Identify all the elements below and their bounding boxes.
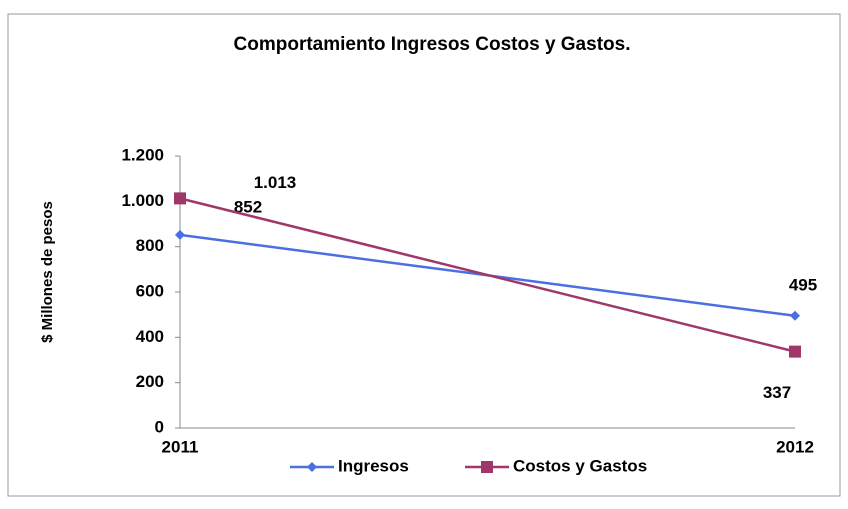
y-tick-label: 1.000	[121, 191, 164, 210]
data-label: 852	[234, 197, 262, 216]
x-tick-label: 2011	[162, 437, 199, 456]
legend-label: Costos y Gastos	[513, 456, 647, 475]
y-tick-label: 800	[136, 236, 164, 255]
data-label: 1.013	[254, 173, 297, 192]
y-axis-label: $ Millones de pesos	[39, 201, 56, 343]
marker	[790, 310, 800, 321]
y-tick-label: 0	[155, 417, 164, 436]
marker	[481, 461, 493, 473]
legend-label: Ingresos	[338, 456, 409, 475]
y-tick-label: 200	[136, 372, 164, 391]
marker	[307, 462, 317, 472]
x-tick-label: 2012	[776, 437, 814, 456]
data-label: 337	[763, 383, 791, 402]
y-tick-label: 600	[136, 281, 164, 300]
y-tick-label: 1.200	[121, 145, 164, 164]
marker	[789, 345, 801, 358]
y-tick-label: 400	[136, 327, 164, 346]
marker	[174, 192, 186, 205]
chart-frame	[7, 13, 841, 497]
series-line	[179, 197, 796, 353]
data-label: 495	[789, 275, 817, 294]
chart-title: Comportamiento Ingresos Costos y Gastos.	[234, 34, 631, 55]
marker	[175, 229, 185, 240]
